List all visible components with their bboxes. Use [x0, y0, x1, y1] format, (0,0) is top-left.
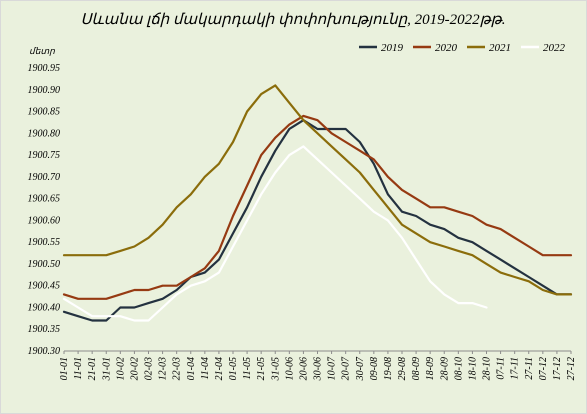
legend: 2019 2020 2021 2022: [359, 42, 566, 54]
x-tick-label: 11-01: [73, 357, 84, 380]
y-tick-label: 1900.60: [28, 215, 61, 226]
x-tick-label: 10-06: [284, 357, 295, 380]
x-tick-label: 11-04: [200, 357, 211, 380]
axes: 1900.30 1900.35 1900.40 1900.45 1900.50 1900.…: [28, 63, 578, 381]
x-tick-label: 21-01: [87, 357, 98, 380]
y-tick-label: 1900.95: [28, 63, 61, 74]
x-tick-label: 22-03: [172, 357, 183, 380]
series-line-2022: [62, 145, 488, 322]
series-line-2021: [62, 84, 573, 296]
legend-label-2021: 2021: [489, 42, 511, 54]
x-tick-label: 18-10: [467, 357, 478, 380]
y-tick-label: 1900.85: [28, 107, 61, 118]
x-tick-label: 10-02: [115, 357, 126, 380]
x-tick-label: 21-05: [256, 357, 267, 380]
x-tick-label: 27-12: [566, 357, 577, 380]
x-tick-label: 10-07: [327, 356, 338, 380]
x-tick-label: 31-01: [101, 357, 112, 381]
y-axis-unit: մետր: [29, 46, 55, 56]
x-tick-label: 30-07: [355, 356, 366, 381]
x-tick-label: 18-09: [425, 357, 436, 380]
legend-label-2019: 2019: [381, 42, 404, 54]
x-tick-label: 07-11: [496, 357, 507, 380]
x-tick-label: 12-03: [158, 357, 169, 380]
x-tick-label: 20-07: [341, 356, 352, 380]
x-tick-label: 29-08: [397, 357, 408, 380]
x-tick-label: 11-05: [242, 357, 253, 380]
x-tick-label: 21-04: [214, 357, 225, 380]
y-tick-label: 1900.75: [28, 150, 61, 161]
series-line-2019: [62, 119, 573, 322]
y-tick-label: 1900.35: [28, 324, 61, 335]
x-tick-label: 01-01: [59, 357, 70, 380]
y-tick-label: 1900.90: [28, 85, 61, 96]
y-tick-label: 1900.30: [28, 346, 61, 357]
series-group: [62, 84, 573, 322]
y-tick-label: 1900.45: [28, 281, 61, 292]
x-tick-label: 31-05: [270, 357, 281, 381]
y-tick-label: 1900.50: [28, 259, 61, 270]
x-tick-label: 01-05: [228, 357, 239, 380]
x-tick-label: 28-09: [439, 357, 450, 380]
x-tick-label: 09-08: [369, 357, 380, 380]
legend-label-2022: 2022: [543, 42, 566, 54]
x-tick-label: 08-10: [453, 357, 464, 380]
x-tick-label: 08-09: [411, 357, 422, 380]
x-tick-label: 07-12: [538, 357, 549, 380]
x-tick-label: 17-12: [552, 357, 563, 380]
x-tick-label: 20-06: [298, 357, 309, 380]
x-tick-label: 17-11: [510, 357, 521, 380]
x-tick-label: 20-02: [129, 357, 140, 380]
y-tick-label: 1900.65: [28, 194, 61, 205]
x-tick-label: 01-04: [186, 357, 197, 380]
x-tick-label: 19-08: [383, 357, 394, 380]
y-tick-label: 1900.55: [28, 237, 61, 248]
x-tick-label: 30-06: [313, 357, 324, 381]
y-tick-label: 1900.40: [28, 302, 61, 313]
x-tick-label: 02-03: [144, 357, 155, 380]
y-tick-label: 1900.70: [28, 172, 61, 183]
x-tick-label: 28-10: [482, 357, 493, 380]
x-tick-label: 27-11: [524, 357, 535, 380]
y-tick-label: 1900.80: [28, 128, 61, 139]
series-line-2020: [62, 114, 573, 300]
chart-title: Սևանա լճի մակարդակի փոփոխությունը, 2019-…: [81, 12, 506, 28]
legend-label-2020: 2020: [435, 42, 458, 54]
